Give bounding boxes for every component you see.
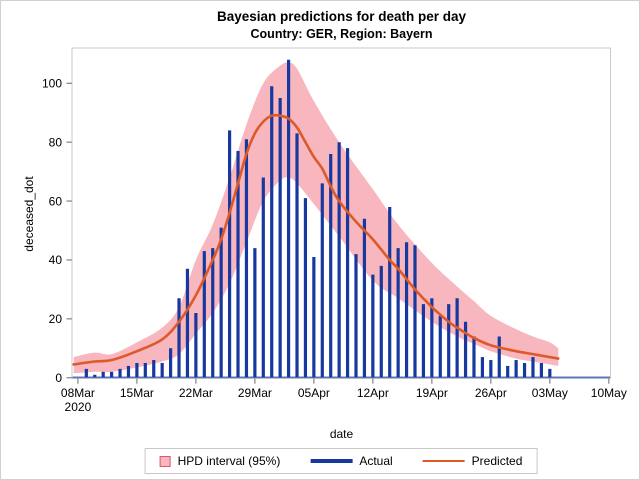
legend-item-predicted: Predicted — [422, 454, 523, 468]
y-tick-label: 60 — [49, 194, 63, 208]
hpd-band-swatch-icon — [159, 455, 171, 467]
x-tick-label: 03May — [532, 386, 568, 400]
actual-line-swatch-icon — [310, 459, 353, 463]
y-tick-label: 100 — [42, 77, 62, 91]
x-axis-title: date — [329, 427, 354, 441]
legend-item-hpd: HPD interval (95%) — [159, 454, 281, 468]
chart-subtitle: Country: GER, Region: Bayern — [250, 27, 433, 41]
predicted-line — [72, 113, 560, 366]
legend-actual-label: Actual — [359, 454, 393, 468]
y-tick-label: 80 — [49, 135, 63, 149]
x-tick-label: 29Mar — [238, 386, 272, 400]
y-axis-title: deceased_dot — [22, 176, 36, 252]
x-tick-label: 19Apr — [416, 386, 448, 400]
hpd-band — [73, 62, 559, 374]
x-tick-label: 08Mar — [61, 386, 95, 400]
y-tick-label: 20 — [49, 312, 63, 326]
legend-item-actual: Actual — [310, 454, 393, 468]
x-tick-label: 10May — [591, 386, 627, 400]
predicted-line-swatch-icon — [422, 459, 465, 463]
legend-hpd-label: HPD interval (95%) — [177, 454, 281, 468]
x-tick-label: 05Apr — [298, 386, 330, 400]
legend: HPD interval (95%) Actual Predicted — [144, 448, 538, 474]
chart-title: Bayesian predictions for death per day — [216, 9, 467, 24]
plot-frame — [71, 47, 611, 379]
x-tick-label: 12Apr — [357, 386, 389, 400]
x-tick-year-label: 2020 — [65, 400, 92, 414]
x-tick-label: 26Apr — [475, 386, 507, 400]
x-tick-label: 22Mar — [179, 386, 213, 400]
legend-predicted-label: Predicted — [471, 454, 523, 468]
y-tick-label: 40 — [49, 253, 63, 267]
x-tick-label: 15Mar — [120, 386, 154, 400]
y-tick-label: 0 — [55, 371, 62, 385]
